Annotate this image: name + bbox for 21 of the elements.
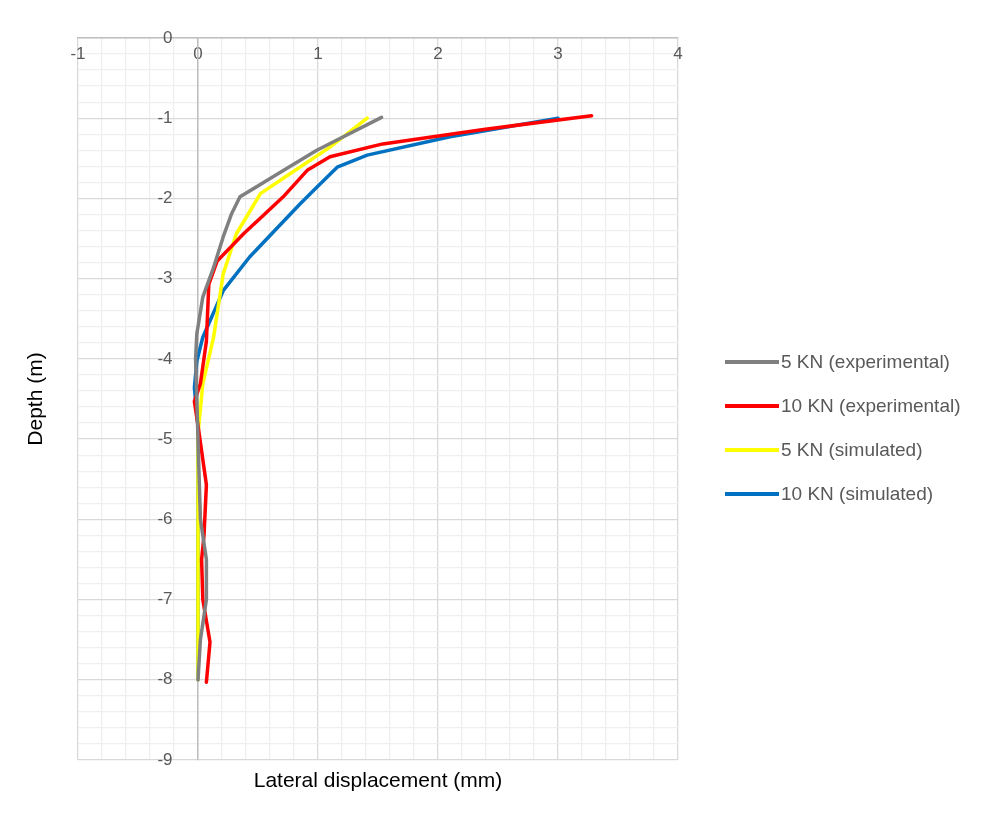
y-tick-label: 0	[163, 27, 173, 47]
legend-label: 5 KN (simulated)	[781, 439, 923, 461]
y-tick-label: -9	[157, 749, 198, 769]
legend-label: 5 KN (experimental)	[781, 351, 950, 373]
y-axis-title: Depth (m)	[23, 352, 47, 446]
y-tick-label: -7	[157, 589, 198, 609]
x-tick-label: 4	[673, 43, 683, 63]
y-tick-label: -8	[157, 669, 198, 689]
x-tick-label: -1	[70, 43, 86, 63]
x-tick-label: 2	[433, 43, 443, 63]
y-tick-label: -6	[157, 509, 198, 529]
y-tick-label: -2	[157, 188, 198, 208]
y-tick-label: -3	[157, 268, 198, 288]
legend-label: 10 KN (simulated)	[781, 483, 934, 505]
x-axis-title: Lateral displacement (mm)	[252, 768, 504, 792]
y-tick-label: -5	[157, 428, 198, 448]
x-tick-label: 3	[553, 43, 563, 63]
y-tick-label: -1	[157, 107, 198, 127]
x-tick-label: 1	[313, 43, 323, 63]
y-tick-label: -4	[157, 348, 198, 368]
legend-label: 10 KN (experimental)	[781, 395, 961, 417]
